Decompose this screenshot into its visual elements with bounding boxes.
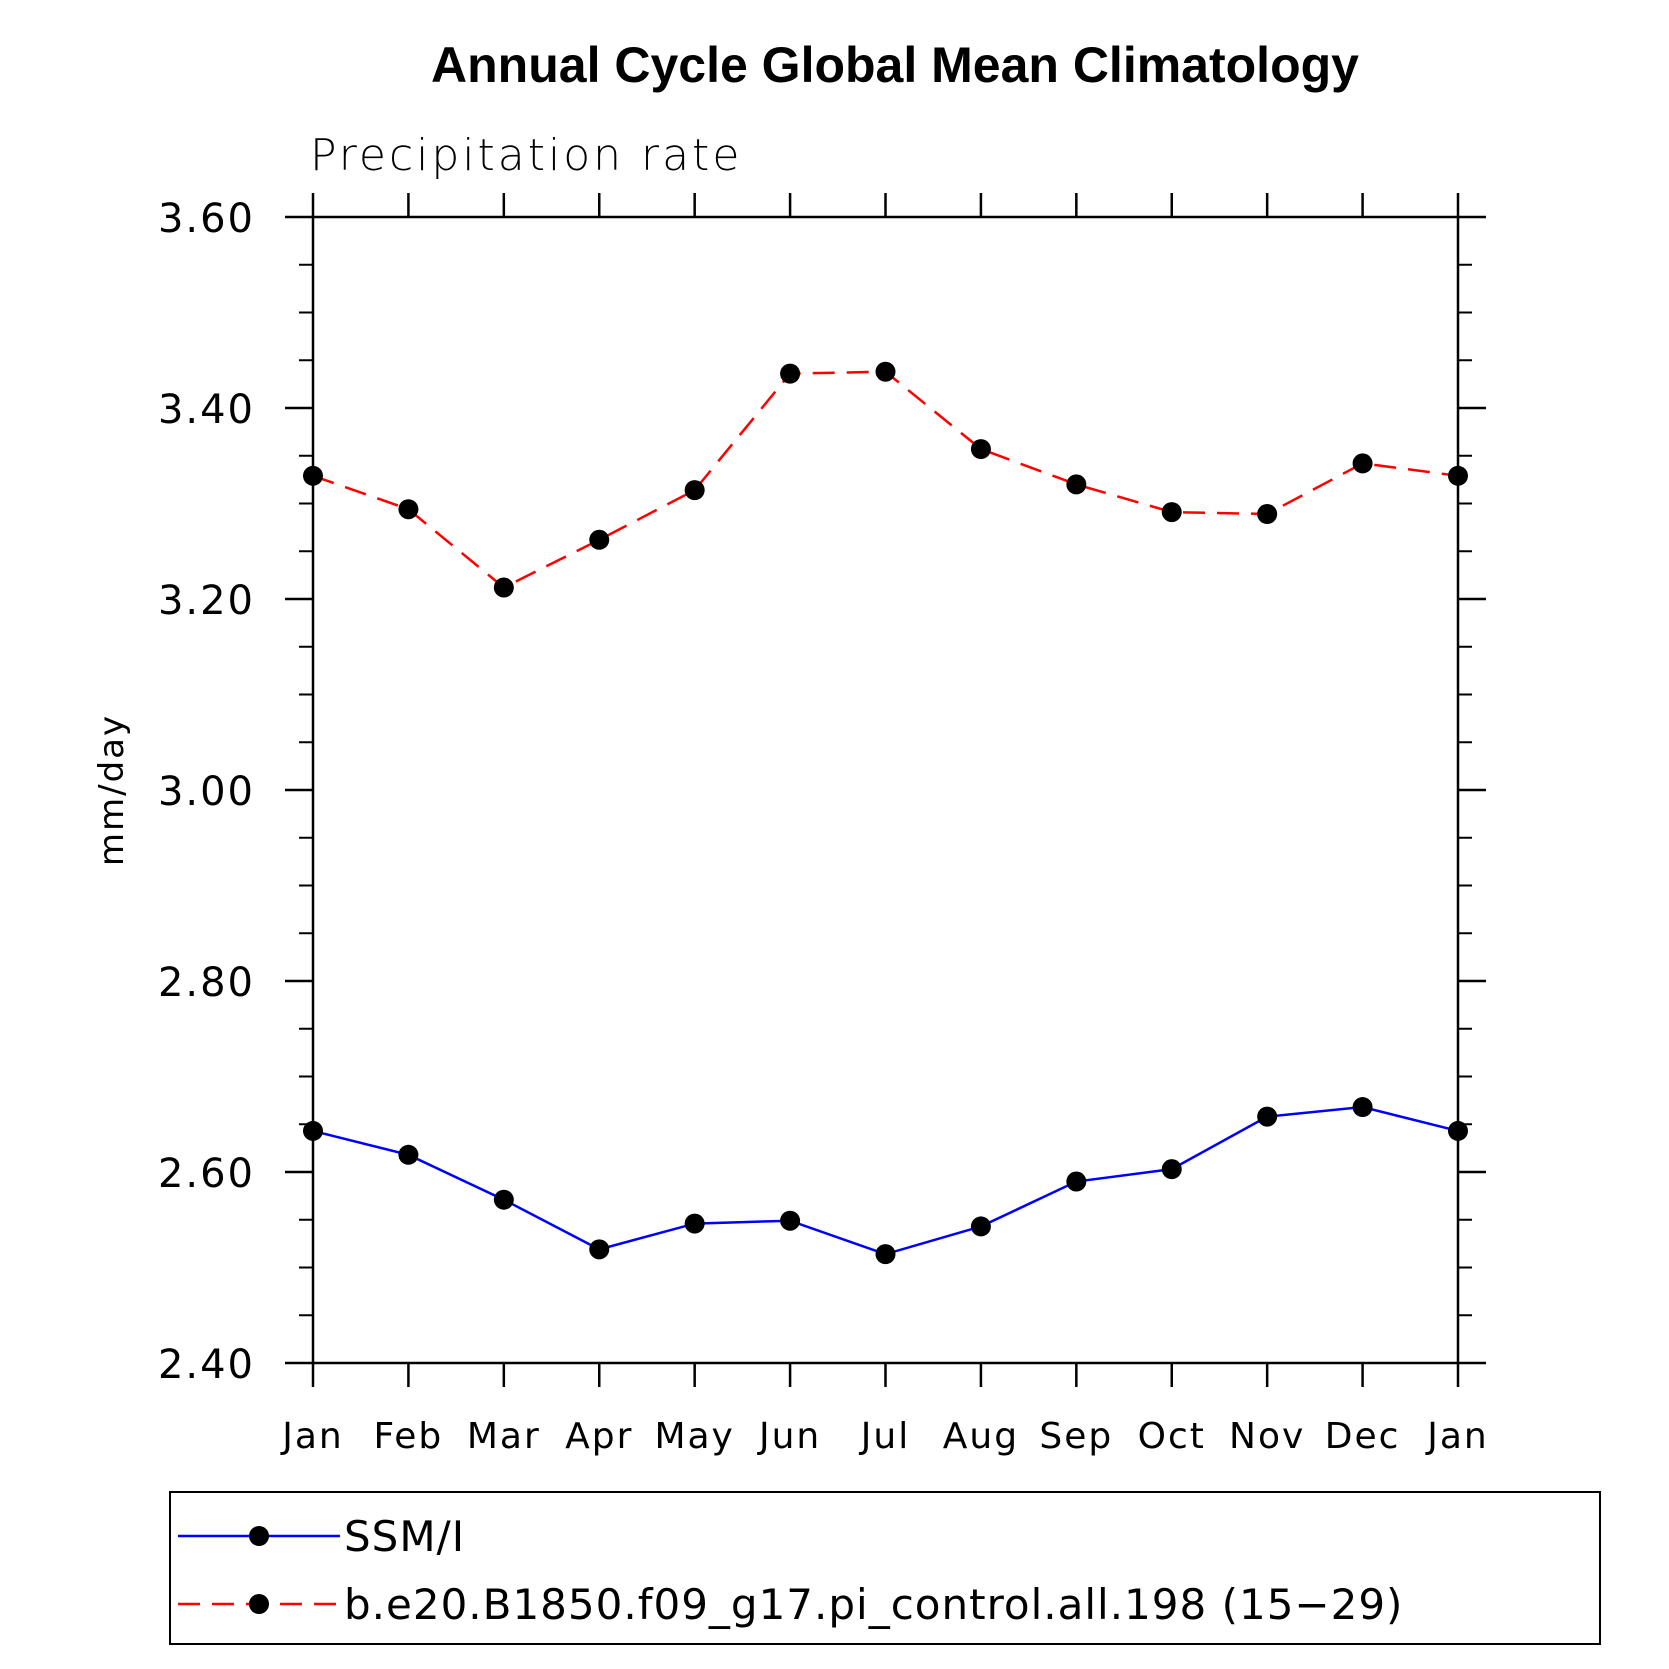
data-point-0 xyxy=(589,1239,610,1260)
y-tick-label: 2.40 xyxy=(158,1342,255,1388)
series-line-1 xyxy=(312,370,1459,590)
y-tick-label: 3.40 xyxy=(158,387,255,433)
legend-box xyxy=(169,1491,1601,1645)
data-point-1 xyxy=(1448,465,1468,486)
data-point-0 xyxy=(780,1210,801,1231)
legend: SSM/I b.e20.B1850.f09_g17.pi_control.all.… xyxy=(169,1491,1601,1645)
data-point-0 xyxy=(1352,1097,1373,1118)
x-tick-label: Jul xyxy=(859,1416,910,1457)
data-point-0 xyxy=(1066,1171,1087,1192)
x-tick-label: May xyxy=(654,1416,734,1457)
chart-title: Annual Cycle Global Mean Climatology xyxy=(431,37,1359,93)
y-tick-label: 3.00 xyxy=(158,769,255,815)
x-tick-label: Jan xyxy=(280,1416,344,1457)
data-point-1 xyxy=(684,480,705,501)
data-point-1 xyxy=(1257,504,1278,525)
data-point-1 xyxy=(780,363,801,384)
x-tick-label: Feb xyxy=(374,1416,444,1457)
legend-marker-0 xyxy=(249,1526,269,1546)
legend-label-0: SSM/I xyxy=(344,1512,465,1561)
series-layer xyxy=(303,361,1468,1265)
y-tick-label: 3.60 xyxy=(158,196,255,242)
data-point-0 xyxy=(303,1120,323,1141)
data-point-1 xyxy=(875,361,896,382)
legend-marker-1 xyxy=(249,1594,269,1614)
x-tick-label: Nov xyxy=(1229,1416,1305,1457)
data-point-1 xyxy=(1066,474,1087,495)
data-point-0 xyxy=(1257,1106,1278,1127)
y-axis-label: mm/day xyxy=(92,714,132,866)
x-tick-label: Oct xyxy=(1138,1416,1206,1457)
data-point-0 xyxy=(398,1144,419,1165)
data-point-1 xyxy=(1161,502,1182,523)
y-tick-label: 3.20 xyxy=(158,578,255,624)
x-tick-label: Apr xyxy=(565,1416,633,1457)
data-point-0 xyxy=(1161,1159,1182,1180)
x-tick-label: Jun xyxy=(757,1416,821,1457)
data-point-0 xyxy=(1448,1120,1468,1141)
y-tick-label: 2.60 xyxy=(158,1151,255,1197)
data-point-1 xyxy=(589,529,610,550)
data-point-0 xyxy=(875,1244,896,1265)
series-line-0 xyxy=(312,1105,1459,1256)
x-tick-label: Jan xyxy=(1425,1416,1489,1457)
y-tick-label: 2.80 xyxy=(158,960,255,1006)
data-point-1 xyxy=(970,439,991,460)
data-point-0 xyxy=(493,1189,514,1210)
data-point-1 xyxy=(398,499,419,520)
data-point-1 xyxy=(1352,453,1373,474)
x-tick-label: Aug xyxy=(943,1416,1019,1457)
legend-label-1: b.e20.B1850.f09_g17.pi_control.all.198 (… xyxy=(344,1580,1403,1629)
plot-axes: 2.40 2.60 2.80 3.00 3.20 3.40 3.60 Jan Feb Mar Apr… xyxy=(158,193,1489,1457)
x-tick-label: Sep xyxy=(1039,1416,1113,1457)
chart-subtitle: Precipitation rate xyxy=(310,130,742,181)
data-point-0 xyxy=(684,1213,705,1234)
data-point-1 xyxy=(303,465,323,486)
x-tick-label: Dec xyxy=(1325,1416,1401,1457)
data-point-0 xyxy=(970,1216,991,1237)
x-tick-label: Mar xyxy=(467,1416,541,1457)
data-point-1 xyxy=(493,577,514,598)
